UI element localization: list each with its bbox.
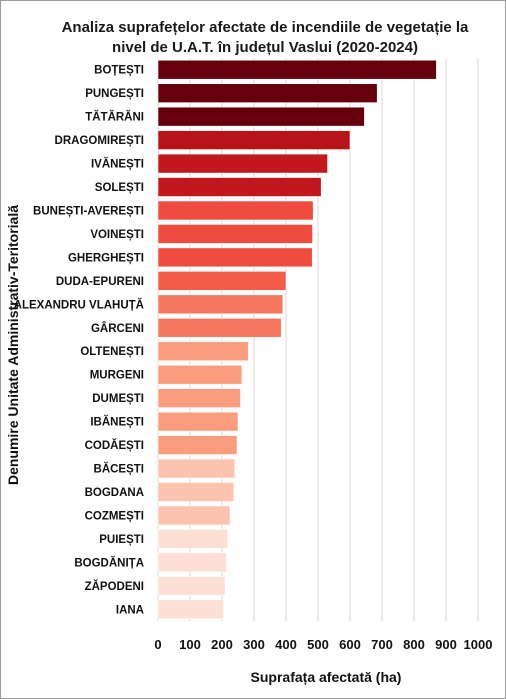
- bar: [157, 458, 236, 479]
- bars: [157, 59, 437, 620]
- category-label: GÂRCENI: [91, 322, 144, 335]
- bar: [157, 200, 314, 221]
- x-tick-label: 600: [339, 637, 361, 652]
- bar: [157, 271, 287, 291]
- bar: [157, 153, 328, 174]
- x-tick-label: 100: [179, 637, 201, 652]
- bar: [157, 294, 284, 315]
- x-tick-label: 400: [275, 637, 297, 652]
- chart-title-line-1: Analiza suprafețelor afectate de incendi…: [62, 19, 469, 36]
- category-labels: BOȚEȘTI PUNGEȘTI TĂTĂRĂNI DRAGOMIREȘTI IVĂNE…: [14, 65, 144, 617]
- x-tick-label: 300: [243, 637, 265, 652]
- category-label: OLTENEȘTI: [80, 346, 144, 358]
- bar: [157, 364, 243, 385]
- bar: [157, 341, 249, 362]
- category-label: BUNEȘTI-AVEREȘTI: [33, 205, 144, 217]
- bar: [157, 83, 378, 103]
- category-label: BĂCEȘTI: [94, 463, 144, 476]
- bar: [157, 224, 313, 244]
- x-tick-labels: 0 100 200 300 400 500 600 700 800 900 1000: [154, 637, 492, 652]
- category-label: BOGDĂNIȚA: [74, 556, 144, 569]
- category-label: MURGENI: [90, 370, 144, 382]
- chart-title-line-2: nivel de U.A.T. în județul Vaslui (2020-…: [112, 39, 418, 56]
- x-tick-label: 700: [371, 637, 393, 652]
- category-label: DUDA-EPURENI: [56, 276, 144, 288]
- category-label: DRAGOMIREȘTI: [55, 135, 144, 147]
- category-label: PUIEȘTI: [99, 534, 144, 546]
- category-label: ZĂPODENI: [85, 580, 144, 593]
- bar: [157, 576, 226, 596]
- bar: [157, 505, 231, 526]
- y-axis-title: Denumire Unitate Administrativ-Teritoria…: [5, 205, 21, 485]
- bar: [157, 106, 365, 127]
- bar: [157, 552, 227, 573]
- bar: [157, 388, 241, 408]
- bar: [157, 130, 351, 150]
- x-tick-label: 1000: [464, 637, 493, 652]
- bar: [157, 317, 282, 338]
- category-label: IBĂNEȘTI: [90, 416, 144, 429]
- bar: [157, 599, 224, 620]
- category-label: IANA: [116, 604, 144, 616]
- category-label: DUMEȘTI: [92, 393, 144, 405]
- category-label: ALEXANDRU VLAHUȚĂ: [14, 298, 144, 311]
- category-label: CODĂEȘTI: [85, 439, 144, 452]
- x-tick-label: 900: [435, 637, 457, 652]
- bar: [157, 529, 229, 549]
- category-label: COZMEȘTI: [85, 510, 144, 522]
- gridlines: [157, 58, 479, 621]
- category-label: BOȚEȘTI: [94, 65, 144, 77]
- category-label: TĂTĂRĂNI: [85, 111, 144, 124]
- x-tick-label: 800: [403, 637, 425, 652]
- x-tick-label: 500: [307, 637, 329, 652]
- category-label: BOGDANA: [85, 487, 144, 499]
- x-tick-label: 200: [211, 637, 233, 652]
- bar: [157, 411, 239, 432]
- x-axis-title: Suprafața afectată (ha): [251, 669, 402, 685]
- category-label: PUNGEȘTI: [85, 88, 144, 100]
- bar: [157, 435, 238, 455]
- bar: [157, 482, 235, 502]
- category-label: SOLEȘTI: [95, 182, 144, 194]
- bar: [157, 177, 322, 197]
- x-tick-label: 0: [154, 637, 161, 652]
- category-label: IVĂNEȘTI: [91, 158, 144, 171]
- category-label: VOINEȘTI: [90, 229, 144, 241]
- bar: [157, 247, 313, 268]
- bar: [157, 59, 437, 80]
- category-label: GHERGHEȘTI: [68, 252, 144, 264]
